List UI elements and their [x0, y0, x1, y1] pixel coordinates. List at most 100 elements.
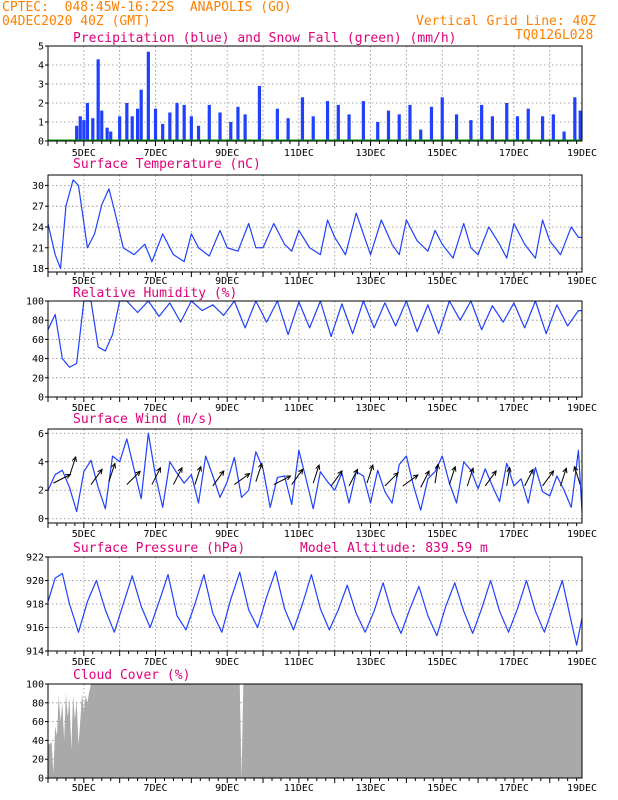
wind-arrow — [484, 470, 497, 487]
wind-arrow — [172, 467, 183, 485]
precip-bar — [440, 97, 444, 141]
wind-arrow — [434, 464, 439, 484]
header-grid-line: Vertical Grid Line: 40Z — [416, 14, 597, 29]
wind-arrowhead — [469, 467, 475, 474]
x-tick-label: 13DEC — [355, 403, 385, 414]
x-tick-label: 13DEC — [355, 783, 385, 794]
wind-arrowhead — [562, 467, 568, 474]
wind-arrow — [348, 469, 358, 487]
x-tick-label: 11DEC — [284, 276, 314, 287]
precip-bar — [135, 108, 140, 141]
wind-arrow — [312, 464, 320, 484]
x-tick-label: 15DEC — [427, 148, 457, 159]
y-tick-label: 1 — [38, 118, 44, 129]
wind-arrowhead — [451, 465, 457, 472]
wind-arrowhead — [412, 474, 419, 480]
precip-bar — [275, 108, 279, 141]
precip-bar — [300, 97, 305, 141]
y-tick-label: 80 — [32, 698, 44, 709]
wind-arrowhead — [548, 469, 555, 476]
precip-bar — [505, 103, 509, 141]
x-tick-label: 17DEC — [499, 148, 529, 159]
precip-bar — [336, 104, 340, 141]
precip-bar — [361, 101, 365, 141]
wind-arrowhead — [111, 462, 117, 469]
precip-bar — [397, 114, 401, 141]
panel-frame — [47, 45, 583, 142]
wind-arrow — [234, 473, 250, 485]
wind-arrow — [448, 466, 456, 485]
x-tick-label: 5DEC — [72, 148, 96, 159]
x-tick-label: 17DEC — [499, 403, 529, 414]
precip-bar — [82, 120, 86, 141]
precip-bar — [419, 129, 423, 141]
panel-title: Cloud Cover (%) — [73, 668, 190, 683]
precip-bar — [386, 110, 391, 141]
precip-bar — [429, 106, 434, 141]
header-model-id: TQ0126L028 — [515, 28, 594, 43]
x-tick-label: 7DEC — [143, 657, 167, 668]
x-tick-label: 5DEC — [72, 783, 96, 794]
panel-frame — [47, 300, 583, 398]
cloud-cover-area — [48, 684, 582, 778]
precip-bar — [189, 116, 193, 141]
y-tick-label: 20 — [32, 755, 44, 766]
wind-arrowhead — [315, 463, 321, 471]
x-tick-label: 9DEC — [215, 529, 239, 540]
precip-bar — [573, 97, 577, 141]
wind-arrow — [524, 469, 534, 487]
wind-arrow — [151, 467, 161, 485]
y-tick-label: 0 — [38, 137, 44, 148]
wind-arrowhead — [528, 468, 534, 475]
wind-arrowhead — [156, 466, 161, 473]
wind-arrowhead — [573, 465, 579, 472]
y-tick-label: 0 — [38, 774, 44, 785]
precip-bar — [562, 131, 566, 141]
y-tick-label: 80 — [32, 316, 44, 327]
x-tick-label: 17DEC — [499, 529, 529, 540]
panel-1 — [45, 45, 583, 146]
x-tick-label: 15DEC — [427, 276, 457, 287]
wind-arrowhead — [219, 469, 225, 476]
x-tick-label: 13DEC — [355, 276, 385, 287]
wind-arrow — [560, 468, 567, 487]
wind-arrow — [420, 470, 430, 488]
y-tick-label: 3 — [38, 80, 44, 91]
header-station: CPTEC: 048:45W-16:22S ANAPOLIS (GO) — [2, 0, 292, 15]
x-tick-label: 9DEC — [215, 783, 239, 794]
wind-arrow — [366, 464, 374, 484]
wind-arrow — [126, 470, 141, 485]
x-tick-label: 7DEC — [143, 783, 167, 794]
x-tick-label: 9DEC — [215, 657, 239, 668]
precip-bar — [526, 108, 530, 141]
y-tick-label: 27 — [32, 202, 44, 213]
wind-arrowhead — [369, 463, 375, 471]
y-tick-label: 5 — [38, 42, 44, 53]
precip-bar — [207, 104, 211, 141]
precip-bar — [168, 112, 172, 141]
panel-subtitle: Model Altitude: 839.59 m — [300, 541, 488, 556]
x-tick-label: 13DEC — [355, 657, 385, 668]
y-tick-label: 100 — [26, 680, 44, 691]
wind-arrow — [212, 470, 225, 487]
y-tick-label: 914 — [26, 647, 44, 658]
x-tick-label: 7DEC — [143, 529, 167, 540]
precip-bar — [469, 120, 473, 141]
x-tick-label: 19DEC — [567, 403, 597, 414]
precip-bar — [78, 116, 82, 141]
wind-arrowhead — [196, 465, 202, 472]
y-tick-label: 4 — [38, 61, 44, 72]
wind-arrowhead — [97, 468, 103, 475]
series-line — [47, 570, 583, 646]
y-tick-label: 40 — [32, 354, 44, 365]
x-tick-label: 17DEC — [499, 783, 529, 794]
y-tick-label: 4 — [38, 457, 44, 468]
x-tick-label: 9DEC — [215, 403, 239, 414]
precip-bar — [118, 116, 122, 141]
precip-bar — [286, 118, 290, 141]
y-tick-label: 916 — [26, 623, 44, 634]
x-tick-label: 15DEC — [427, 529, 457, 540]
wind-arrow — [384, 472, 399, 487]
series-line — [47, 179, 582, 270]
precip-bar — [376, 122, 380, 141]
